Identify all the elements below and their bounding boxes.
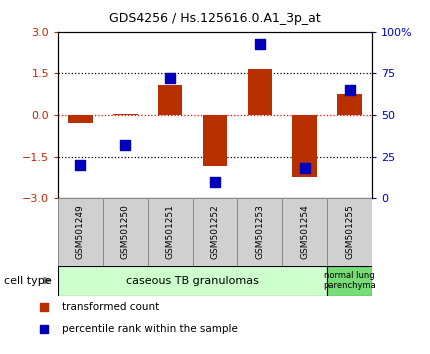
Text: GSM501250: GSM501250 <box>121 204 130 259</box>
Point <box>167 76 174 81</box>
Point <box>346 87 353 93</box>
Bar <box>337 94 362 115</box>
Text: GSM501251: GSM501251 <box>166 204 175 259</box>
Bar <box>113 114 138 115</box>
Text: GSM501253: GSM501253 <box>255 204 264 259</box>
Text: caseous TB granulomas: caseous TB granulomas <box>126 275 259 286</box>
Point <box>212 179 218 184</box>
Text: normal lung
parenchyma: normal lung parenchyma <box>323 271 376 290</box>
Text: percentile rank within the sample: percentile rank within the sample <box>61 324 237 334</box>
Point <box>301 165 308 171</box>
Point <box>40 305 47 310</box>
Bar <box>237 198 282 266</box>
Bar <box>282 198 327 266</box>
Bar <box>193 198 237 266</box>
Point <box>256 41 263 46</box>
Bar <box>292 115 317 177</box>
Bar <box>148 198 193 266</box>
Bar <box>68 115 93 124</box>
Text: cell type: cell type <box>4 275 52 286</box>
Bar <box>327 266 372 296</box>
Text: GDS4256 / Hs.125616.0.A1_3p_at: GDS4256 / Hs.125616.0.A1_3p_at <box>109 12 321 25</box>
Bar <box>103 198 148 266</box>
Bar <box>327 198 372 266</box>
Bar <box>58 198 103 266</box>
Point <box>122 142 129 148</box>
Bar <box>58 266 327 296</box>
Bar <box>203 115 227 166</box>
Text: transformed count: transformed count <box>61 302 159 313</box>
Text: GSM501249: GSM501249 <box>76 205 85 259</box>
Text: GSM501252: GSM501252 <box>211 205 219 259</box>
Bar <box>158 85 182 115</box>
Text: GSM501255: GSM501255 <box>345 204 354 259</box>
Text: GSM501254: GSM501254 <box>300 205 309 259</box>
Point <box>77 162 84 168</box>
Bar <box>248 69 272 115</box>
Point <box>40 326 47 332</box>
